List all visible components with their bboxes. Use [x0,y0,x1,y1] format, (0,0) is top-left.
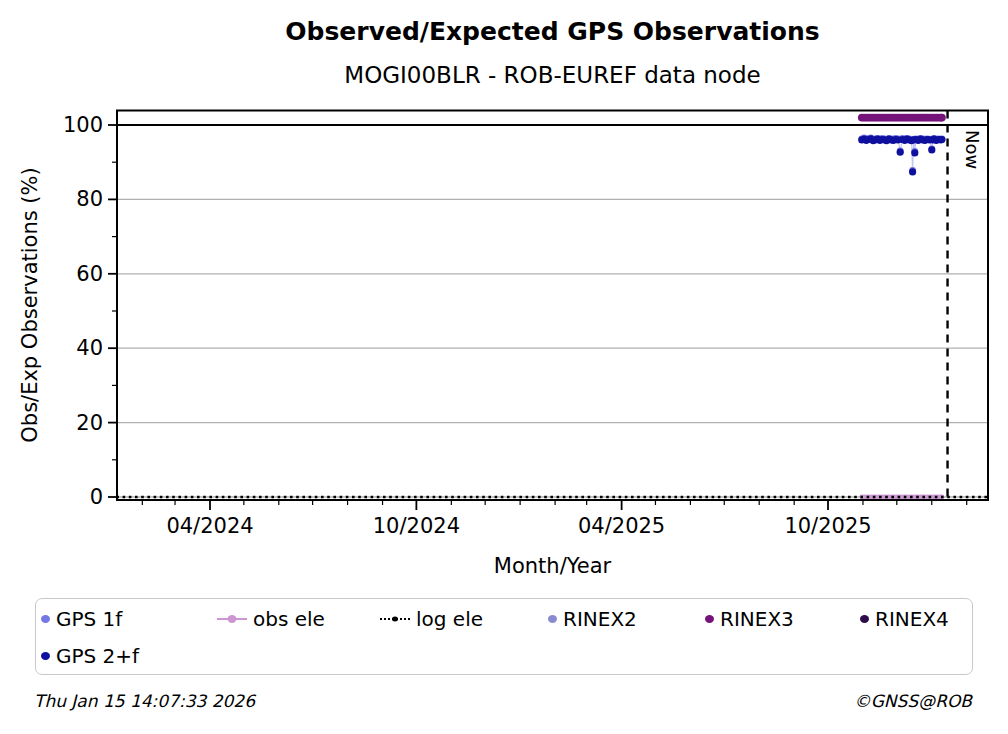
legend-item-gps-1f: GPS 1f [41,604,122,634]
plot-frame [117,111,988,501]
gnss-observation-chart-page: Observed/Expected GPS Observations MOGI0… [0,0,1008,734]
copyright-label: ©GNSS@ROB [854,691,972,711]
legend-label: RINEX3 [720,607,794,631]
legend-label: GPS 1f [56,607,122,631]
legend-item-rinex4: RINEX4 [860,604,949,634]
legend-marker-dot-icon [228,615,237,623]
legend-marker-dot-icon [548,615,557,623]
legend-item-obs-ele: obs ele [217,604,325,634]
data-point-gps-2-f [911,149,918,156]
legend-label: RINEX2 [563,607,637,631]
x-tick-label: 04/2024 [166,514,253,538]
now-label: Now [962,130,983,169]
data-point-gps-2-f [909,168,916,175]
y-tick-label: 0 [90,485,103,509]
y-tick-label: 100 [63,113,103,137]
legend-marker-dotted-line-dot-icon [380,614,410,624]
legend-marker-dot-icon [705,615,714,623]
legend-marker-dot-icon [392,617,398,622]
legend-item-rinex3: RINEX3 [705,604,794,634]
legend-item-gps-2-f: GPS 2+f [41,641,139,671]
y-tick-label: 80 [76,187,103,211]
x-tick-label: 04/2025 [578,514,665,538]
legend-marker-dot-icon [41,615,50,623]
legend-label: RINEX4 [875,607,949,631]
data-point-rinex3 [938,114,946,122]
data-point-gps-2-f [928,146,935,153]
legend-item-rinex2: RINEX2 [548,604,637,634]
y-tick-label: 60 [76,262,103,286]
legend-box: GPS 1f obs ele log ele RINEX2 RINEX3 RINEX4 GP… [35,598,973,675]
legend-marker-dot-icon [41,652,50,660]
legend-label: log ele [416,607,483,631]
legend-marker-dot-icon [860,615,869,623]
legend-label: GPS 2+f [56,644,139,668]
data-point-gps-2-f [938,136,945,143]
data-point-gps-2-f [897,149,904,156]
legend-label: obs ele [253,607,325,631]
x-tick-label: 10/2024 [373,514,460,538]
y-tick-label: 20 [76,411,103,435]
y-tick-label: 40 [76,336,103,360]
x-tick-label: 10/2025 [784,514,871,538]
timestamp-label: Thu Jan 15 14:07:33 2026 [34,691,255,711]
legend-item-log-ele: log ele [380,604,483,634]
legend-marker-line-dot-icon [217,614,247,624]
